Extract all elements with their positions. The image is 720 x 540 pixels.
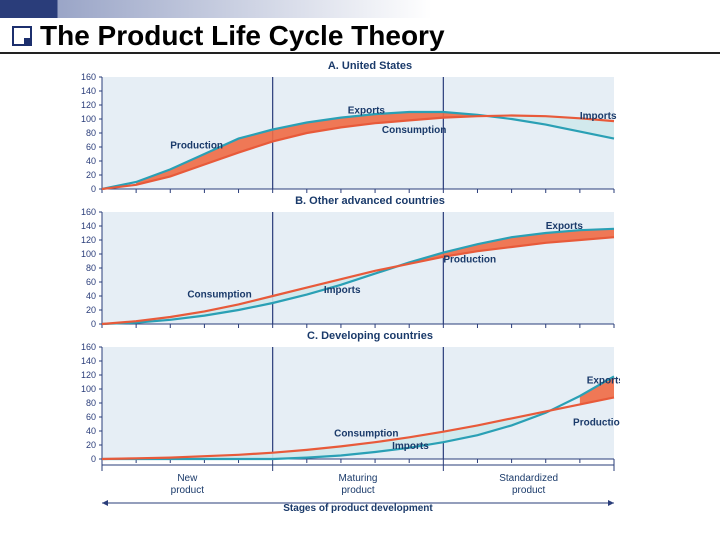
series-label: Exports: [587, 375, 620, 386]
y-tick: 60: [86, 277, 102, 287]
svg-text:100: 100: [81, 249, 96, 259]
y-tick: 160: [81, 73, 102, 82]
svg-text:160: 160: [81, 343, 96, 352]
chart-panel: 0 20 40 60 80 100 120 140 160 Consumption…: [60, 343, 620, 463]
bullet-icon: [12, 26, 32, 46]
y-tick: 140: [81, 221, 102, 231]
series-label: Production: [573, 417, 620, 428]
y-tick: 60: [86, 412, 102, 422]
y-tick: 0: [91, 319, 102, 328]
panel-title: B. Other advanced countries: [60, 195, 680, 207]
svg-text:140: 140: [81, 221, 96, 231]
svg-text:140: 140: [81, 86, 96, 96]
y-tick: 100: [81, 249, 102, 259]
y-tick: 100: [81, 384, 102, 394]
chart-container: A. United States 0 20 40 60 80 100 120 1…: [60, 60, 680, 513]
stage-name: Maturing: [339, 473, 378, 484]
stage-name: product: [171, 485, 205, 496]
series-label: Consumption: [187, 289, 251, 300]
y-tick: 80: [86, 398, 102, 408]
stage-caption: Stages of product development: [283, 503, 433, 513]
title-row: The Product Life Cycle Theory: [0, 18, 720, 54]
svg-text:40: 40: [86, 426, 96, 436]
stage-name: product: [512, 485, 546, 496]
svg-text:20: 20: [86, 170, 96, 180]
svg-text:120: 120: [81, 235, 96, 245]
svg-text:0: 0: [91, 454, 96, 463]
svg-text:60: 60: [86, 412, 96, 422]
svg-text:0: 0: [91, 184, 96, 193]
svg-text:100: 100: [81, 114, 96, 124]
y-tick: 80: [86, 128, 102, 138]
series-label: Consumption: [334, 429, 398, 440]
svg-text:120: 120: [81, 370, 96, 380]
y-tick: 60: [86, 142, 102, 152]
svg-text:40: 40: [86, 156, 96, 166]
y-tick: 20: [86, 440, 102, 450]
svg-text:80: 80: [86, 263, 96, 273]
y-tick: 160: [81, 208, 102, 217]
header-band: [0, 0, 720, 18]
series-label: Production: [170, 140, 223, 151]
chart-panel: 0 20 40 60 80 100 120 140 160 Production E…: [60, 73, 620, 193]
series-label: Consumption: [382, 125, 446, 136]
series-label: Imports: [392, 441, 429, 452]
svg-text:160: 160: [81, 208, 96, 217]
stage-axis: NewproductMaturingproductStandardizedpro…: [60, 463, 620, 513]
y-tick: 0: [91, 454, 102, 463]
stage-name: Standardized: [499, 473, 558, 484]
y-tick: 100: [81, 114, 102, 124]
svg-text:40: 40: [86, 291, 96, 301]
series-label: Exports: [546, 221, 584, 232]
panel-title: A. United States: [60, 60, 680, 72]
series-label: Production: [443, 254, 496, 265]
svg-text:80: 80: [86, 128, 96, 138]
svg-text:160: 160: [81, 73, 96, 82]
plot-bg: [102, 347, 614, 459]
stage-name: New: [177, 473, 198, 484]
svg-text:100: 100: [81, 384, 96, 394]
y-tick: 120: [81, 100, 102, 110]
y-tick: 0: [91, 184, 102, 193]
series-label: Imports: [580, 111, 617, 122]
y-tick: 120: [81, 235, 102, 245]
svg-text:140: 140: [81, 356, 96, 366]
svg-text:60: 60: [86, 277, 96, 287]
svg-text:20: 20: [86, 305, 96, 315]
y-tick: 40: [86, 291, 102, 301]
chart-panel: 0 20 40 60 80 100 120 140 160 Consumption…: [60, 208, 620, 328]
svg-text:0: 0: [91, 319, 96, 328]
y-tick: 140: [81, 356, 102, 366]
series-label: Imports: [324, 285, 361, 296]
y-tick: 120: [81, 370, 102, 380]
svg-text:80: 80: [86, 398, 96, 408]
y-tick: 40: [86, 156, 102, 166]
y-tick: 160: [81, 343, 102, 352]
y-tick: 140: [81, 86, 102, 96]
stage-name: product: [341, 485, 375, 496]
y-tick: 40: [86, 426, 102, 436]
svg-text:60: 60: [86, 142, 96, 152]
slide-title: The Product Life Cycle Theory: [40, 20, 445, 52]
series-label: Exports: [348, 105, 386, 116]
y-tick: 80: [86, 263, 102, 273]
plot-bg: [102, 212, 614, 324]
panel-title: C. Developing countries: [60, 330, 680, 342]
y-tick: 20: [86, 170, 102, 180]
y-tick: 20: [86, 305, 102, 315]
svg-text:120: 120: [81, 100, 96, 110]
svg-text:20: 20: [86, 440, 96, 450]
